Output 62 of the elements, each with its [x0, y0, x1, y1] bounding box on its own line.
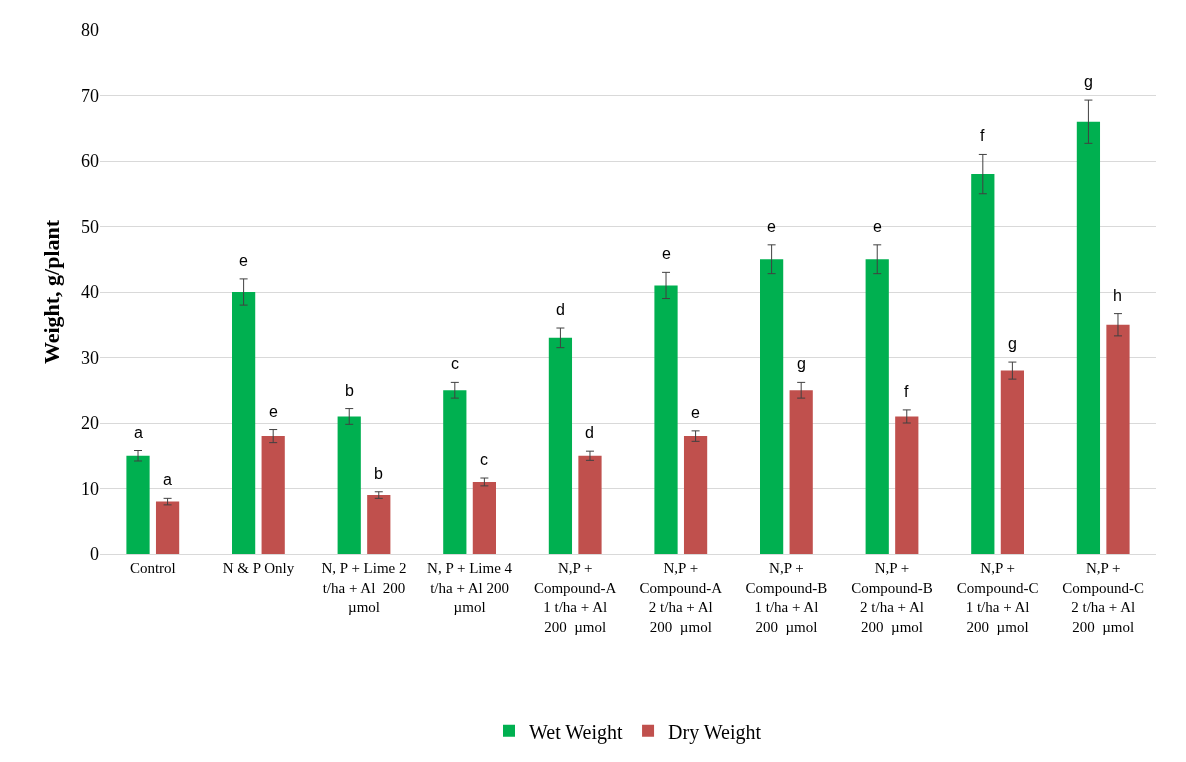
y-axis-title: Weight, g/plant: [38, 219, 64, 365]
annotation: e: [691, 404, 700, 421]
bar: [337, 416, 361, 554]
bar: [548, 337, 573, 554]
y-tick-label: 80: [81, 20, 99, 41]
annotation: d: [585, 424, 594, 441]
bar: [261, 436, 285, 554]
annotation: e: [662, 245, 671, 262]
annotation: g: [1084, 73, 1093, 90]
legend-label: Dry Weight: [668, 720, 762, 744]
annotation: b: [374, 465, 383, 482]
bar: [367, 495, 391, 554]
bar: [683, 436, 708, 554]
x-tick-label: N,P + Compound-B 2 t/ha + Al 200 µmol: [851, 560, 933, 635]
bar: [443, 390, 467, 554]
bar: [126, 455, 150, 554]
y-tick-label: 40: [81, 282, 99, 303]
x-tick-label: N, P + Lime 4 t/ha + Al 200 µmol: [427, 560, 513, 615]
bar: [1076, 121, 1101, 554]
bar: [155, 501, 180, 554]
bar: [971, 174, 995, 554]
y-tick-label: 70: [81, 85, 99, 106]
bar: [760, 259, 784, 554]
y-tick-label: 30: [81, 347, 99, 368]
bar: [1106, 324, 1130, 554]
annotation: c: [451, 355, 459, 372]
y-tick-label: 0: [90, 544, 99, 565]
bar: [578, 455, 602, 554]
bar: [232, 292, 256, 554]
y-tick-label: 10: [81, 478, 99, 499]
bar: [1000, 370, 1024, 554]
x-tick-label: Control: [129, 560, 176, 576]
annotation: e: [873, 218, 882, 235]
y-tick-label: 60: [81, 151, 99, 172]
legend-label: Wet Weight: [529, 720, 624, 744]
annotation: a: [163, 471, 172, 488]
x-tick-label: N,P + Compound-B 1 t/ha + Al 200 µmol: [745, 560, 828, 635]
y-tick-label: 20: [81, 413, 99, 434]
x-tick-label: N, P + Lime 2 t/ha + Al 200 µmol: [321, 560, 407, 615]
annotation: e: [767, 218, 776, 235]
annotation: g: [797, 355, 806, 372]
bar: [654, 285, 678, 554]
annotation: e: [239, 252, 248, 269]
bar: [895, 416, 919, 554]
x-tick-label: N,P + Compound-C 1 t/ha + Al 200 µmol: [956, 560, 1039, 635]
bar: [865, 259, 889, 554]
bar: [789, 390, 813, 554]
x-tick-label: N & P Only: [222, 560, 295, 576]
annotation: f: [904, 383, 909, 400]
x-tick-label: N,P + Compound-A 2 t/ha + Al 200 µmol: [639, 560, 723, 635]
annotation: g: [1008, 335, 1017, 352]
annotation: b: [345, 382, 354, 399]
annotation: f: [980, 127, 985, 144]
x-tick-label: N,P + Compound-C 2 t/ha + Al 200 µmol: [1062, 560, 1145, 635]
y-tick-label: 50: [81, 216, 99, 237]
annotation: a: [134, 424, 143, 441]
annotation: h: [1113, 287, 1122, 304]
annotation: c: [480, 451, 488, 468]
bar: [472, 481, 496, 554]
annotation: e: [269, 403, 278, 420]
annotation: d: [556, 301, 565, 318]
x-tick-label: N,P + Compound-A 1 t/ha + Al 200 µmol: [533, 560, 617, 635]
